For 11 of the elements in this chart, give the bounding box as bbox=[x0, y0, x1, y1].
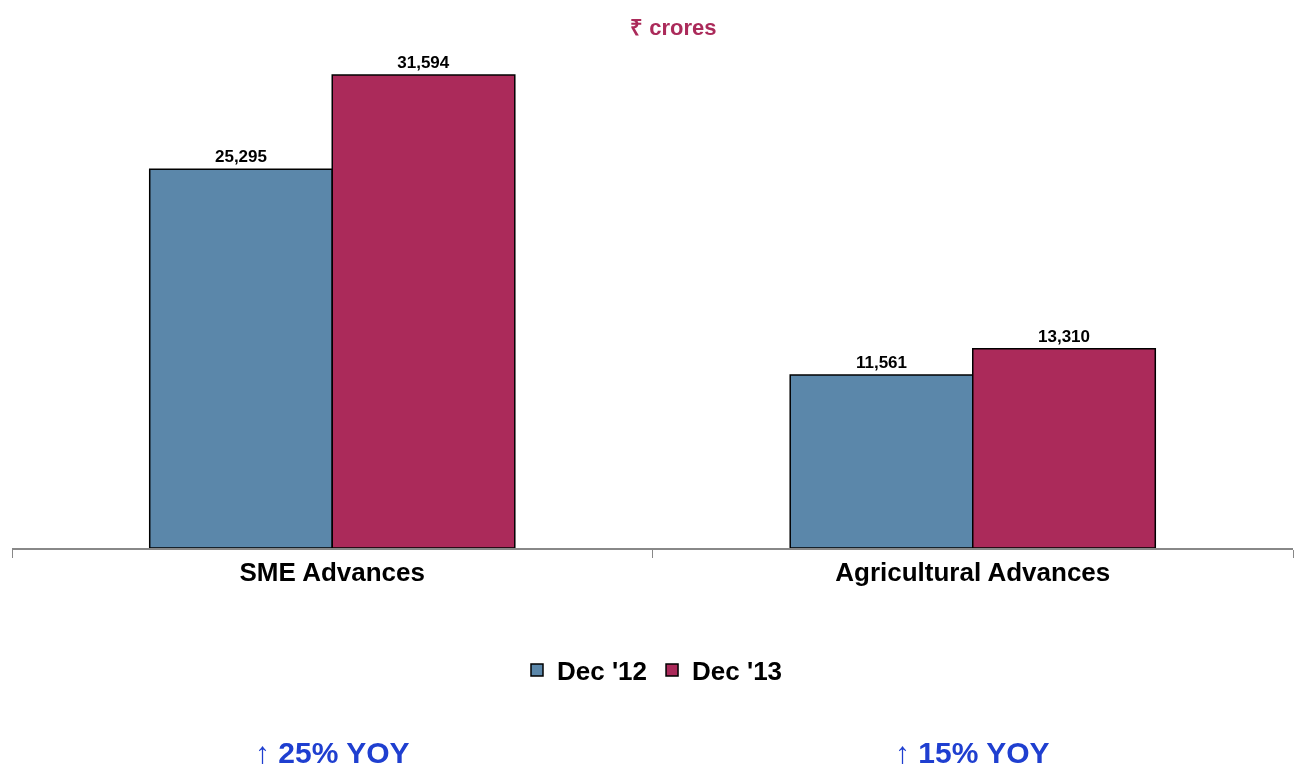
chart-title: ₹ crores bbox=[630, 14, 717, 40]
legend-label: Dec '12 bbox=[557, 656, 648, 687]
data-label: 31,594 bbox=[397, 52, 450, 72]
legend-label: Dec '13 bbox=[692, 656, 783, 687]
text: ↑ 25% YOY bbox=[255, 736, 410, 769]
text: ↑ 15% YOY bbox=[895, 736, 1050, 769]
x-tick-label: SME Advances bbox=[239, 556, 425, 587]
data-label: 11,561 bbox=[855, 352, 908, 372]
x-tick-label: Agricultural Advances bbox=[835, 556, 1111, 587]
data-label: 25,295 bbox=[214, 147, 267, 167]
data-label: 13,310 bbox=[1038, 326, 1091, 346]
